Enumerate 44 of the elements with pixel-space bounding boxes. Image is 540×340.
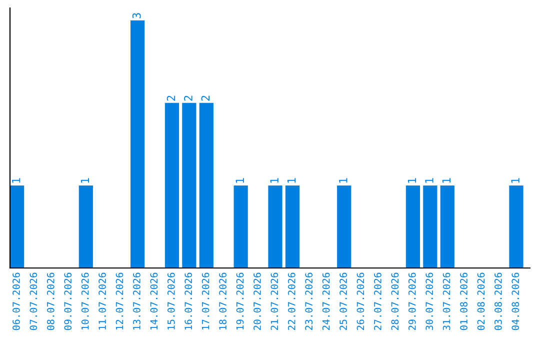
x-tick-label: 08.07.2026	[46, 272, 54, 330]
x-tick-label: 27.07.2026	[374, 272, 382, 330]
x-tick-label: 20.07.2026	[254, 272, 261, 330]
x-tick-label: 06.07.2026	[12, 272, 20, 330]
x-tick-label: 26.07.2026	[356, 272, 364, 330]
data-label: 3	[132, 13, 141, 18]
data-label: 2	[166, 96, 176, 101]
x-tick-label: 28.07.2026	[391, 272, 399, 330]
data-label: 1	[425, 178, 434, 183]
x-tick-label: 17.07.2026	[202, 272, 210, 330]
x-tick-label: 02.08.2026	[477, 272, 485, 330]
data-label: 1	[80, 178, 90, 183]
data-label: 1	[408, 178, 416, 183]
x-tick-label: 15.07.2026	[167, 272, 175, 330]
data-label: 2	[201, 96, 210, 101]
x-tick-label: 04.08.2026	[512, 272, 520, 330]
x-tick-label: 18.07.2026	[219, 272, 226, 330]
data-label: 1	[12, 178, 20, 183]
data-label: 1	[236, 178, 244, 183]
x-tick-label: 13.07.2026	[133, 272, 140, 330]
x-tick-label: 12.07.2026	[116, 272, 124, 330]
x-tick-label: 30.07.2026	[426, 272, 434, 330]
x-tick-label: 14.07.2026	[150, 272, 158, 330]
data-label: 1	[511, 178, 520, 183]
x-tick-label: 09.07.2026	[64, 272, 72, 330]
x-tick-label: 29.07.2026	[408, 272, 416, 330]
x-tick-label: 07.07.2026	[30, 272, 38, 330]
x-tick-label: 23.07.2026	[305, 272, 313, 330]
data-label: 2	[184, 96, 192, 101]
x-tick-label: 10.07.2026	[81, 272, 89, 330]
x-tick-label: 11.07.2026	[98, 272, 106, 330]
x-tick-label: 24.07.2026	[322, 272, 330, 330]
x-tick-label: 25.07.2026	[340, 272, 347, 330]
data-label: 1	[339, 178, 348, 183]
data-label: 1	[442, 178, 450, 183]
data-label: 1	[270, 178, 278, 183]
x-tick-label: 31.07.2026	[442, 272, 450, 330]
data-label: 1	[287, 178, 296, 183]
x-tick-label: 03.08.2026	[494, 272, 502, 330]
x-tick-label: 22.07.2026	[288, 272, 296, 330]
x-tick-label: 19.07.2026	[236, 272, 244, 330]
x-tick-label: 01.08.2026	[460, 272, 468, 330]
x-tick-label: 16.07.2026	[184, 272, 192, 330]
x-tick-label: 21.07.2026	[270, 272, 278, 330]
